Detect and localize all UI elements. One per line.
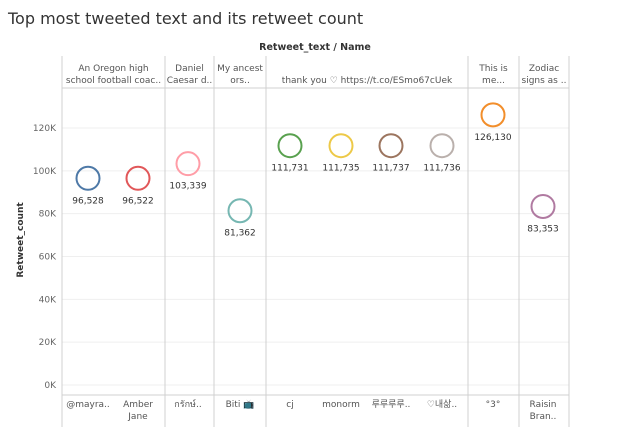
chart-title: Top most tweeted text and its retweet co… (8, 9, 364, 28)
y-tick-label: 80K (39, 210, 57, 220)
group-header-label: My ancest (217, 64, 263, 74)
data-label: 111,731 (271, 164, 308, 174)
data-point (429, 133, 455, 159)
group-header-label: me... (482, 76, 505, 86)
x-tick-label: ♡내삶.. (427, 399, 457, 410)
x-tick-label: 루루루루.. (372, 399, 411, 410)
group-header-label: Daniel (175, 64, 204, 74)
group-header-label: Zodiac (529, 64, 559, 74)
data-label: 81,362 (224, 229, 256, 239)
x-tick-label: Amber (123, 400, 153, 410)
x-tick-label: กรักษ์.. (174, 398, 201, 410)
group-header-label: Caesar d.. (167, 76, 213, 86)
data-point (227, 198, 253, 224)
y-tick-label: 60K (39, 253, 57, 263)
y-tick-label: 0K (44, 381, 57, 391)
x-tick-label: cj (286, 400, 293, 410)
y-tick-label: 100K (33, 167, 57, 177)
x-tick-label: Biti 📺 (226, 399, 255, 410)
x-tick-label: Jane (127, 412, 148, 422)
data-point (480, 102, 506, 128)
group-header-label: An Oregon high (78, 64, 148, 74)
data-point (530, 193, 556, 219)
group-header-label: school football coac.. (66, 76, 161, 86)
data-label: 126,130 (474, 133, 511, 143)
data-label: 103,339 (169, 182, 206, 192)
data-point (378, 133, 404, 159)
column-header: Retweet_text / Name (259, 42, 371, 53)
data-point (175, 151, 201, 177)
x-tick-label: Raisin (530, 400, 557, 410)
x-tick-label: monorm (322, 400, 360, 410)
data-point (328, 133, 354, 159)
y-axis-label: Retweet_count (16, 202, 26, 278)
data-label: 111,737 (372, 164, 409, 174)
group-header-label: ors.. (230, 76, 250, 86)
y-tick-label: 120K (33, 124, 57, 134)
group-header-label: signs as .. (522, 76, 567, 86)
data-label: 111,736 (423, 164, 460, 174)
data-label: 96,528 (72, 196, 104, 206)
y-tick-label: 20K (39, 338, 57, 348)
x-tick-label: @mayra.. (66, 400, 110, 410)
x-tick-label: °3° (486, 400, 501, 410)
x-tick-label: Bran.. (530, 412, 557, 422)
group-header-label: thank you ♡ https://t.co/ESmo67cUek (282, 76, 453, 86)
group-header-label: This is (478, 64, 508, 74)
data-label: 96,522 (122, 196, 154, 206)
data-point (125, 165, 151, 191)
data-label: 111,735 (322, 164, 359, 174)
data-point (75, 165, 101, 191)
y-tick-label: 40K (39, 295, 57, 305)
data-point (277, 133, 303, 159)
data-label: 83,353 (527, 224, 559, 234)
